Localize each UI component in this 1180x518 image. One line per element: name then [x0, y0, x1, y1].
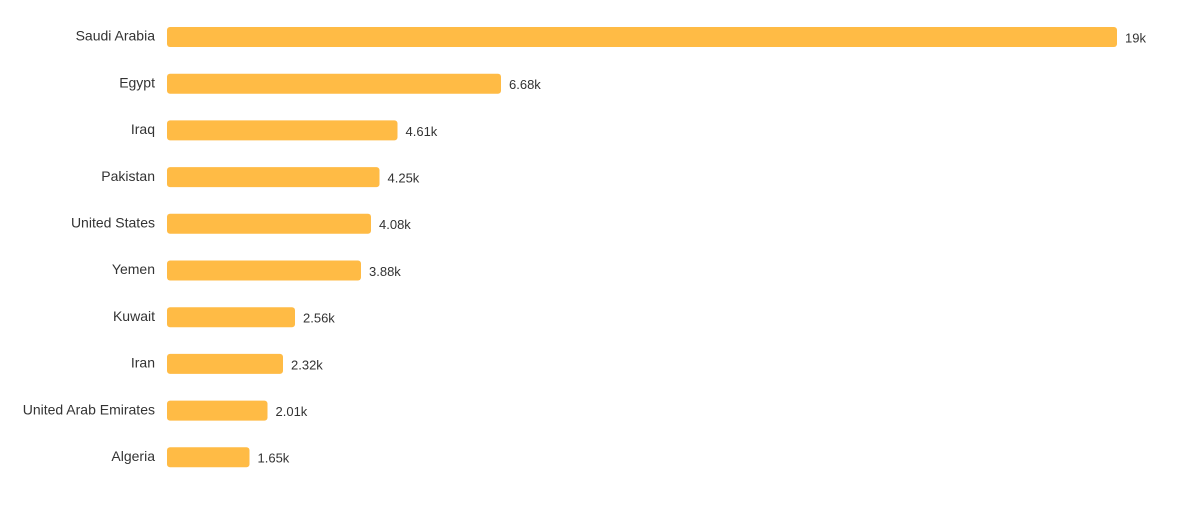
value-label: 4.08k [379, 217, 411, 232]
value-label: 2.01k [276, 404, 308, 419]
bar[interactable] [167, 120, 398, 141]
value-label: 2.32k [291, 357, 323, 372]
value-label: 4.61k [406, 124, 438, 139]
category-label: Iran [131, 355, 155, 371]
category-label: United Arab Emirates [23, 401, 155, 417]
bar[interactable] [167, 167, 380, 188]
bar[interactable] [167, 260, 361, 281]
value-label: 3.88k [369, 264, 401, 279]
bar[interactable] [167, 213, 371, 234]
category-label: Pakistan [101, 168, 155, 184]
value-label: 6.68k [509, 77, 541, 92]
category-label: Iraq [131, 121, 155, 137]
category-label: Egypt [119, 74, 155, 90]
category-label: Saudi Arabia [76, 28, 156, 44]
bar[interactable] [167, 353, 283, 374]
value-label: 19k [1125, 30, 1146, 45]
value-label: 1.65k [258, 451, 290, 466]
bar[interactable] [167, 73, 501, 94]
value-label: 2.56k [303, 311, 335, 326]
category-label: Algeria [111, 448, 155, 464]
bar[interactable] [167, 400, 268, 421]
category-label: United States [71, 215, 155, 231]
category-label: Yemen [112, 261, 155, 277]
bar[interactable] [167, 447, 250, 468]
bar[interactable] [167, 307, 295, 328]
category-label: Kuwait [113, 308, 155, 324]
value-label: 4.25k [388, 171, 420, 186]
bar[interactable] [167, 27, 1117, 47]
